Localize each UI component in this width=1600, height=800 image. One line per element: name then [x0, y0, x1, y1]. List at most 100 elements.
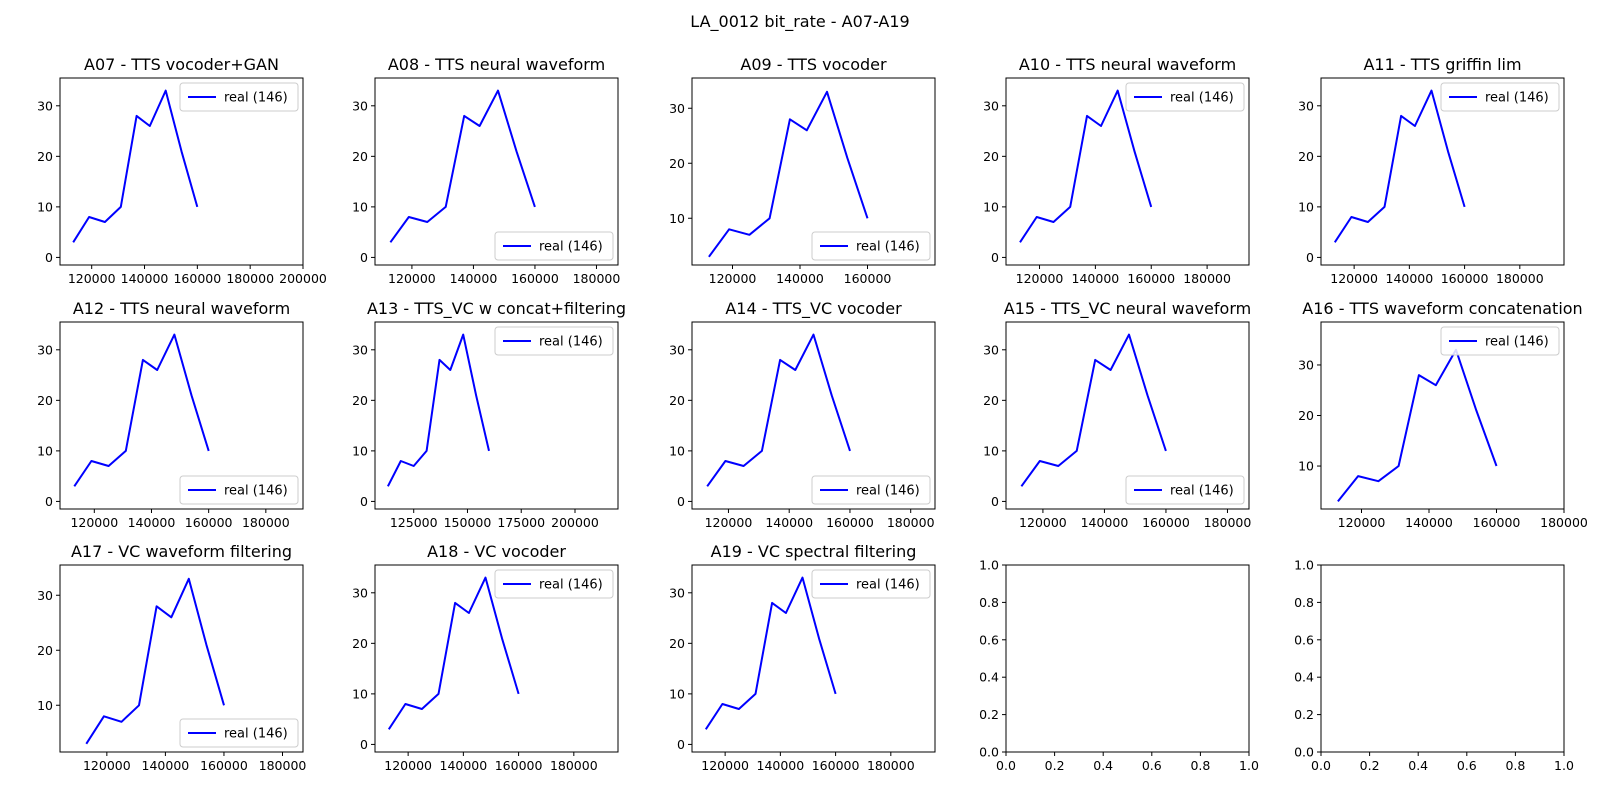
y-tick-label: 30 — [37, 98, 53, 113]
y-tick-label: 0.4 — [979, 670, 999, 685]
x-tick-label: 180000 — [573, 271, 621, 286]
legend-box — [494, 569, 614, 599]
x-tick-label: 180000 — [1496, 271, 1544, 286]
x-tick-label: 120000 — [384, 758, 432, 773]
legend-box — [811, 231, 931, 261]
y-tick-label: 0 — [45, 494, 53, 509]
x-tick-label: 160000 — [173, 271, 221, 286]
series-line — [387, 333, 490, 487]
x-tick-label: 140000 — [128, 515, 176, 530]
y-tick-label: 10 — [983, 443, 999, 458]
y-tick-label: 0.4 — [1294, 670, 1314, 685]
subplot-title: A13 - TTS_VC w concat+filtering — [367, 299, 626, 319]
y-tick-label: 0.0 — [1294, 745, 1314, 760]
x-tick-label: 140000 — [1405, 515, 1453, 530]
y-tick-label: 20 — [983, 393, 999, 408]
x-tick-label: 160000 — [185, 515, 233, 530]
y-tick-label: 10 — [669, 443, 685, 458]
x-tick-label: 180000 — [867, 758, 915, 773]
legend-box — [1440, 326, 1560, 356]
y-tick-label: 20 — [983, 149, 999, 164]
x-tick-label: 1.0 — [1554, 758, 1574, 773]
subplot-7: A13 - TTS_VC w concat+filtering 125000 150… — [352, 299, 626, 530]
x-tick-label: 160000 — [844, 271, 892, 286]
legend-box — [179, 475, 299, 505]
x-tick-label: 120000 — [68, 271, 116, 286]
x-tick-label: 180000 — [1540, 515, 1588, 530]
y-tick-label: 1.0 — [1294, 558, 1314, 573]
legend: real (146) — [1440, 326, 1560, 356]
legend-label: real (146) — [539, 240, 603, 255]
y-tick-label: 0 — [1306, 250, 1314, 265]
y-tick-label: 10 — [352, 443, 368, 458]
x-tick-label: 125000 — [390, 515, 438, 530]
legend-label: real (146) — [1485, 91, 1549, 106]
y-tick-label: 30 — [352, 342, 368, 357]
subplot-title: A12 - TTS neural waveform — [73, 299, 290, 318]
axes-frame — [374, 321, 619, 510]
subplot-4: A10 - TTS neural waveform 120000 140000 160… — [983, 55, 1250, 286]
y-tick-label: 1.0 — [979, 558, 999, 573]
legend: real (146) — [179, 718, 299, 748]
legend-label: real (146) — [539, 578, 603, 593]
x-tick-label: 140000 — [765, 515, 813, 530]
subplot-5: A11 - TTS griffin lim 120000 140000 160000 1… — [1298, 55, 1565, 286]
legend-box — [1440, 82, 1560, 112]
subplot-1: A07 - TTS vocoder+GAN 120000 140000 160000 1… — [37, 55, 327, 286]
legend: real (146) — [1125, 82, 1245, 112]
x-tick-label: 120000 — [701, 758, 749, 773]
y-tick-label: 30 — [352, 585, 368, 600]
y-tick-label: 20 — [669, 636, 685, 651]
y-tick-label: 0.8 — [979, 595, 999, 610]
subplot-2: A08 - TTS neural waveform 120000 140000 160… — [352, 55, 620, 286]
subplot-15: 0.0 0.2 0.4 0.6 0.8 1.0 0.0 0.2 0.4 0.6 0.8 1.0 — [1294, 558, 1574, 774]
axes-frame — [1320, 564, 1565, 753]
x-tick-label: 140000 — [142, 758, 190, 773]
x-tick-label: 150000 — [444, 515, 492, 530]
y-tick-label: 20 — [352, 393, 368, 408]
subplot-title: A15 - TTS_VC neural waveform — [1004, 299, 1251, 319]
x-tick-label: 175000 — [497, 515, 545, 530]
x-tick-label: 0.4 — [1093, 758, 1113, 773]
y-tick-label: 20 — [1298, 149, 1314, 164]
y-tick-label: 0.8 — [1294, 595, 1314, 610]
y-tick-label: 20 — [669, 393, 685, 408]
legend-box — [179, 82, 299, 112]
x-tick-label: 0.6 — [1457, 758, 1477, 773]
series-line — [1019, 89, 1153, 243]
x-tick-label: 180000 — [550, 758, 598, 773]
x-tick-label: 0.4 — [1408, 758, 1428, 773]
y-tick-label: 0.2 — [979, 707, 999, 722]
y-tick-label: 10 — [983, 199, 999, 214]
legend-label: real (146) — [224, 91, 288, 106]
legend-box — [494, 326, 614, 356]
subplot-10: A16 - TTS waveform concatenation 120000 14… — [1298, 299, 1588, 530]
y-tick-label: 20 — [352, 636, 368, 651]
x-tick-label: 0.8 — [1505, 758, 1525, 773]
y-tick-label: 10 — [1298, 199, 1314, 214]
series-line — [73, 333, 210, 487]
legend: real (146) — [1125, 475, 1245, 505]
x-tick-label: 120000 — [1330, 271, 1378, 286]
y-tick-label: 20 — [1298, 408, 1314, 423]
series-line — [704, 576, 837, 730]
x-tick-label: 0.2 — [1045, 758, 1065, 773]
axes-frame — [374, 564, 619, 753]
x-tick-label: 160000 — [495, 758, 543, 773]
x-tick-label: 0.2 — [1360, 758, 1380, 773]
y-tick-label: 10 — [352, 686, 368, 701]
series-line — [387, 576, 520, 730]
subplot-title: A09 - TTS vocoder — [740, 55, 887, 74]
subplot-14: 0.0 0.2 0.4 0.6 0.8 1.0 0.0 0.2 0.4 0.6 0.8 1.0 — [979, 558, 1259, 774]
x-tick-label: 120000 — [705, 515, 753, 530]
legend-box — [1125, 82, 1245, 112]
y-tick-label: 30 — [983, 98, 999, 113]
x-tick-label: 140000 — [1081, 515, 1129, 530]
y-tick-label: 0.6 — [1294, 632, 1314, 647]
y-tick-label: 20 — [352, 149, 368, 164]
legend-box — [811, 569, 931, 599]
legend-label: real (146) — [1170, 91, 1234, 106]
x-tick-label: 160000 — [812, 758, 860, 773]
subplot-title: A17 - VC waveform filtering — [71, 542, 292, 561]
